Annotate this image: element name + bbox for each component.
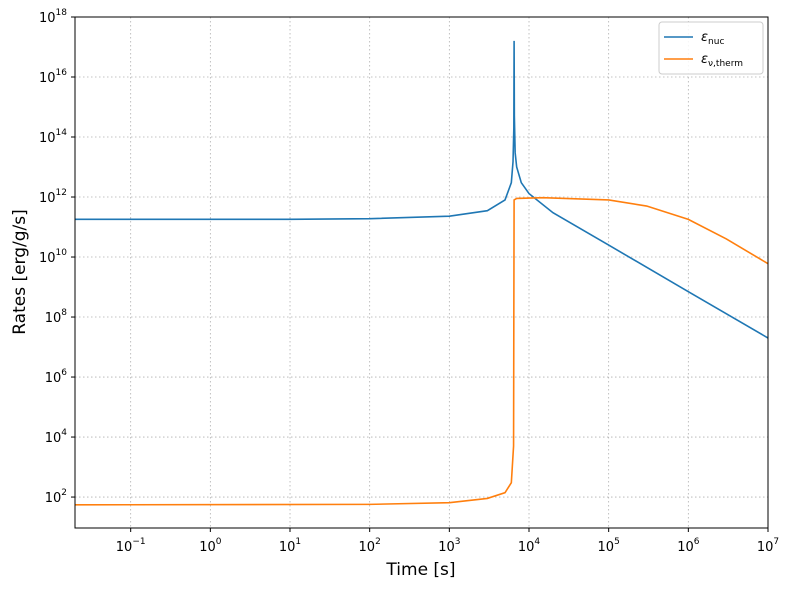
x-tick-label-base: 10	[116, 540, 133, 555]
x-tick-label: 103	[438, 537, 460, 555]
x-tick-label-power: 0	[216, 537, 222, 547]
x-tick-label: 101	[279, 537, 301, 555]
y-tick-label-power: 10	[56, 248, 68, 258]
legend-label: εν,therm	[701, 52, 743, 69]
x-tick-label: 105	[598, 537, 620, 555]
x-tick-label-power: 2	[375, 537, 381, 547]
y-tick-label-base: 10	[39, 251, 56, 266]
y-tick-label-power: 18	[56, 8, 68, 18]
y-tick-label: 1014	[39, 128, 67, 146]
y-tick-label-base: 10	[45, 491, 62, 506]
x-tick-label-base: 10	[598, 540, 615, 555]
y-tick-label-power: 4	[61, 428, 67, 438]
x-tick-label: 107	[757, 537, 779, 555]
x-tick-label-power: 4	[534, 537, 540, 547]
y-tick-label: 1018	[39, 8, 67, 26]
y-tick-label: 1012	[39, 188, 67, 206]
plot-frame	[74, 16, 769, 529]
x-tick-label-base: 10	[518, 540, 535, 555]
y-tick-label: 102	[45, 488, 67, 506]
x-tick-label-base: 10	[757, 540, 774, 555]
x-axis-label: Time [s]	[385, 560, 455, 580]
legend-label: εnuc	[701, 30, 724, 47]
y-tick-label-base: 10	[45, 431, 62, 446]
x-tick-label-power: 7	[773, 537, 779, 547]
x-tick-label-power: 1	[295, 537, 301, 547]
y-tick-label-power: 6	[61, 368, 67, 378]
y-tick-label-base: 10	[45, 371, 62, 386]
y-tick-label: 108	[45, 308, 68, 326]
y-tick-label: 106	[45, 368, 68, 386]
x-tick-label-base: 10	[279, 540, 296, 555]
y-tick-label-power: 2	[61, 488, 67, 498]
x-tick-label-power: 5	[614, 537, 620, 547]
x-tick-label-power: 6	[694, 537, 700, 547]
y-tick-label-base: 10	[39, 131, 56, 146]
x-tick-label: 106	[677, 537, 700, 555]
y-tick-label: 1010	[39, 248, 67, 266]
y-tick-label-power: 12	[56, 188, 67, 198]
x-tick-label-base: 10	[359, 540, 376, 555]
y-tick-label-power: 16	[56, 68, 68, 78]
x-tick-label: 10−1	[116, 537, 146, 555]
x-tick-label: 102	[359, 537, 381, 555]
y-tick-label-power: 8	[61, 308, 67, 318]
y-tick-label: 104	[45, 428, 68, 446]
series-line	[75, 196, 768, 506]
x-tick-label: 104	[518, 537, 541, 555]
y-tick-label-base: 10	[45, 311, 62, 326]
x-tick-label-base: 10	[438, 540, 455, 555]
x-tick-label-power: 3	[455, 537, 461, 547]
x-tick-label: 100	[199, 537, 222, 555]
series-line	[75, 40, 768, 339]
y-tick-label-base: 10	[39, 11, 56, 26]
y-axis-label: Rates [erg/g/s]	[10, 209, 30, 335]
x-tick-label-power: −1	[132, 537, 145, 547]
y-tick-label-power: 14	[56, 128, 68, 138]
x-tick-label-base: 10	[199, 540, 216, 555]
legend-box	[658, 21, 764, 75]
y-tick-label-base: 10	[39, 71, 56, 86]
y-tick-label-base: 10	[39, 191, 56, 206]
x-tick-label-base: 10	[677, 540, 694, 555]
y-tick-label: 1016	[39, 68, 67, 86]
